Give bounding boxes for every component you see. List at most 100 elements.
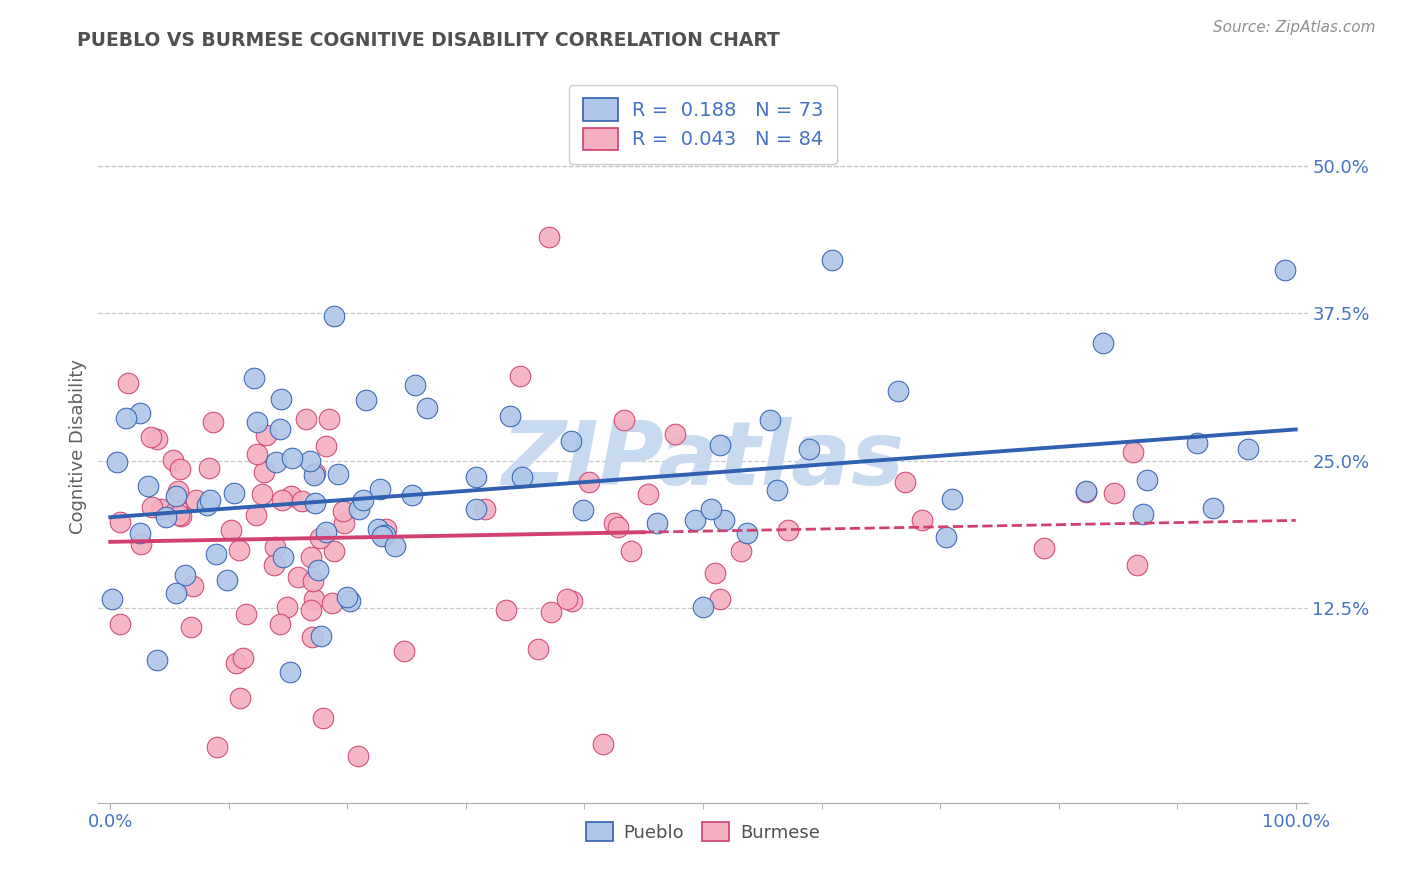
Point xyxy=(333,516,356,531)
Point xyxy=(537,229,560,244)
Point xyxy=(273,549,295,564)
Point xyxy=(155,510,177,524)
Point xyxy=(592,737,614,751)
Point xyxy=(246,446,269,460)
Point xyxy=(766,483,789,498)
Point xyxy=(894,475,917,489)
Point xyxy=(692,599,714,614)
Point xyxy=(683,513,706,527)
Point xyxy=(1102,486,1125,500)
Point xyxy=(219,523,242,537)
Point xyxy=(821,253,844,268)
Point xyxy=(797,442,820,457)
Point xyxy=(128,526,150,541)
Point xyxy=(281,451,304,466)
Point xyxy=(560,434,582,448)
Point xyxy=(499,409,522,424)
Point xyxy=(526,642,548,657)
Point xyxy=(326,467,349,482)
Point xyxy=(304,466,326,480)
Point xyxy=(100,591,122,606)
Point xyxy=(246,415,269,429)
Point xyxy=(401,488,423,502)
Point xyxy=(368,482,391,496)
Point xyxy=(105,455,128,469)
Point xyxy=(129,537,152,551)
Point xyxy=(166,502,188,516)
Point xyxy=(336,590,359,604)
Point xyxy=(115,410,138,425)
Point xyxy=(269,616,291,631)
Point xyxy=(129,406,152,420)
Point xyxy=(1132,508,1154,522)
Point xyxy=(117,376,139,391)
Point xyxy=(339,594,361,608)
Point xyxy=(730,543,752,558)
Point xyxy=(264,455,287,469)
Point xyxy=(572,502,595,516)
Point xyxy=(165,489,187,503)
Point xyxy=(603,516,626,530)
Point xyxy=(298,454,321,468)
Point xyxy=(162,453,184,467)
Point xyxy=(136,479,159,493)
Point xyxy=(474,502,496,516)
Point xyxy=(347,748,370,763)
Point xyxy=(620,544,643,558)
Point xyxy=(1076,484,1098,499)
Point xyxy=(202,415,225,429)
Point xyxy=(304,592,326,607)
Point xyxy=(1237,442,1260,456)
Text: ZIPatlas: ZIPatlas xyxy=(502,417,904,504)
Point xyxy=(911,513,934,527)
Point xyxy=(295,411,318,425)
Point xyxy=(149,502,172,516)
Point xyxy=(280,665,302,680)
Point xyxy=(374,527,396,541)
Point xyxy=(198,492,221,507)
Point xyxy=(228,542,250,557)
Point xyxy=(1202,500,1225,515)
Point xyxy=(205,547,228,561)
Point xyxy=(645,516,668,531)
Point xyxy=(166,483,188,498)
Point xyxy=(709,438,731,452)
Point xyxy=(146,652,169,666)
Point xyxy=(309,532,332,546)
Point xyxy=(280,489,302,503)
Point xyxy=(198,461,221,475)
Point xyxy=(887,384,910,398)
Point xyxy=(404,378,426,392)
Point xyxy=(315,525,337,540)
Point xyxy=(664,427,686,442)
Point xyxy=(637,487,659,501)
Point xyxy=(108,617,131,632)
Point xyxy=(270,392,292,406)
Point xyxy=(302,574,325,589)
Point xyxy=(174,568,197,582)
Point xyxy=(703,566,725,580)
Point xyxy=(607,520,630,534)
Point xyxy=(1091,335,1114,350)
Point xyxy=(735,525,758,540)
Point xyxy=(613,412,636,426)
Point xyxy=(301,603,323,617)
Point xyxy=(299,550,322,565)
Point xyxy=(170,508,193,523)
Point xyxy=(510,470,533,484)
Point xyxy=(276,599,298,614)
Point xyxy=(309,629,332,643)
Point xyxy=(270,493,292,508)
Point xyxy=(243,371,266,385)
Point xyxy=(184,492,207,507)
Point xyxy=(374,522,396,536)
Point xyxy=(141,500,163,514)
Point xyxy=(323,544,346,558)
Point xyxy=(384,540,406,554)
Point xyxy=(302,467,325,482)
Point xyxy=(776,523,799,537)
Point xyxy=(224,486,246,500)
Point xyxy=(269,422,291,436)
Point xyxy=(312,711,335,725)
Point xyxy=(347,502,370,516)
